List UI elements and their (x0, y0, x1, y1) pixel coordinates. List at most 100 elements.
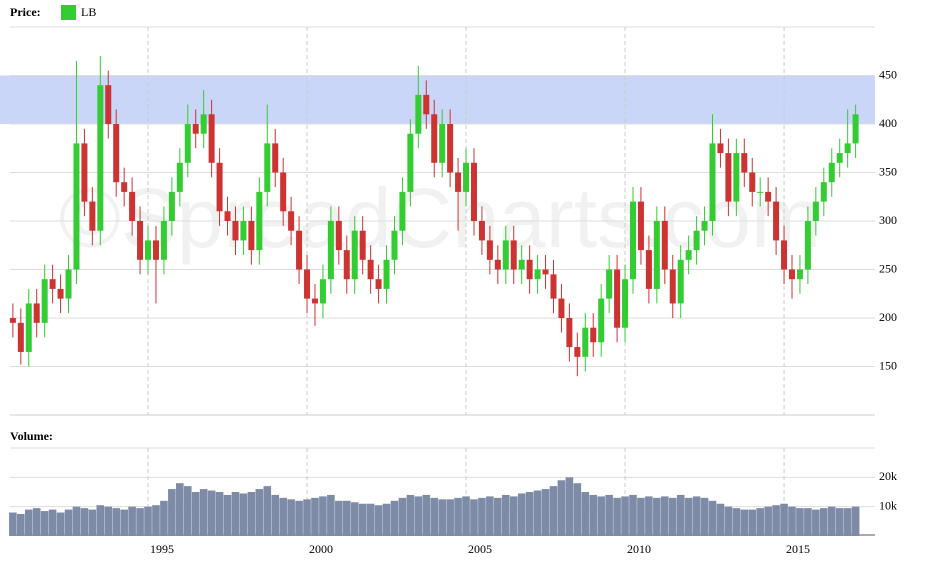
candle-body (280, 172, 287, 212)
volume-bar (589, 494, 598, 536)
volume-bar (446, 499, 454, 536)
volume-bar (804, 508, 812, 536)
candle-body (590, 327, 597, 343)
volume-bar (120, 509, 128, 536)
candle-body (319, 279, 326, 304)
candle-body (677, 259, 684, 304)
volume-bar (295, 500, 303, 536)
volume-bar (843, 508, 852, 536)
candle-body (97, 85, 104, 231)
volume-bar (342, 500, 351, 536)
candle-body (542, 269, 549, 275)
candle-body (152, 240, 159, 260)
candle-body (41, 279, 48, 323)
volume-bar (581, 492, 590, 536)
x-tick-label: 2010 (627, 542, 651, 556)
volume-tick-label: 20k (879, 469, 897, 483)
candle-body (49, 279, 56, 289)
candle-body (566, 318, 573, 348)
candle-body (653, 221, 660, 289)
candle-body (176, 162, 183, 192)
candle-body (105, 85, 112, 124)
candle-body (717, 143, 724, 154)
x-tick-label: 2005 (468, 542, 492, 556)
candle-body (463, 162, 470, 192)
volume-bar (223, 494, 232, 536)
y-tick-label: 350 (879, 164, 897, 178)
candle-body (709, 143, 716, 221)
volume-bar (454, 497, 462, 536)
candle-body (351, 230, 358, 280)
volume-bar (764, 506, 772, 536)
volume-bar (788, 506, 796, 536)
volume-bar (740, 509, 749, 536)
candle-body (208, 114, 215, 163)
candle-body (836, 153, 843, 163)
candle-body (200, 114, 207, 134)
x-tick-label: 1995 (150, 542, 174, 556)
volume-bar (692, 496, 701, 536)
candle-body (359, 230, 366, 260)
candle-body (820, 182, 827, 202)
volume-bar (327, 494, 335, 536)
volume-label: Volume: (10, 429, 53, 443)
volume-bar (541, 489, 550, 536)
candle-body (733, 153, 740, 202)
candle-body (558, 298, 565, 318)
candle-body (781, 240, 788, 270)
volume-bar (438, 499, 446, 536)
volume-bar (247, 492, 256, 536)
volume-bar (374, 505, 383, 536)
candle-body (73, 143, 80, 270)
volume-bar (48, 509, 57, 536)
volume-bar (160, 500, 168, 536)
candle-body (335, 221, 342, 251)
volume-bar (128, 506, 136, 536)
volume-bar (319, 496, 327, 536)
volume-bar (621, 496, 629, 536)
volume-bar (176, 483, 184, 536)
volume-bar (199, 489, 208, 536)
y-tick-label: 250 (879, 261, 897, 275)
volume-bar (660, 496, 669, 536)
volume-bar (168, 489, 176, 536)
volume-bar (72, 506, 81, 536)
volume-bar (255, 489, 264, 536)
candle-body (629, 201, 636, 280)
volume-bar (311, 497, 319, 536)
volume-bar (613, 497, 621, 536)
candle-body (391, 230, 398, 260)
candle-body (812, 201, 819, 221)
volume-bar (136, 508, 144, 536)
candle-body (327, 221, 334, 280)
candle-body (486, 240, 493, 260)
candle-body (423, 94, 430, 115)
volume-bar (335, 500, 343, 536)
candle-body (304, 269, 311, 299)
volume-bar (645, 496, 653, 536)
candle-body (518, 259, 525, 270)
volume-bar (303, 499, 311, 536)
volume-bar (9, 512, 17, 536)
volume-bar (414, 496, 423, 536)
candle-body (224, 211, 231, 221)
candle-body (725, 153, 732, 202)
candle-body (383, 259, 390, 289)
volume-bar (827, 506, 836, 536)
volume-bar (191, 492, 200, 536)
volume-bar (96, 505, 105, 536)
candle-body (526, 259, 533, 280)
candle-body (804, 221, 811, 270)
candle-body (407, 133, 414, 192)
candle-body (494, 259, 501, 270)
candle-body (113, 124, 120, 183)
volume-bar (684, 497, 693, 536)
candle-body (701, 221, 708, 231)
candle-body (256, 191, 263, 251)
candle-body (796, 269, 803, 280)
volume-bar (17, 514, 25, 536)
volume-bar (796, 508, 804, 536)
candle-body (431, 114, 438, 163)
volume-bar (629, 494, 637, 536)
